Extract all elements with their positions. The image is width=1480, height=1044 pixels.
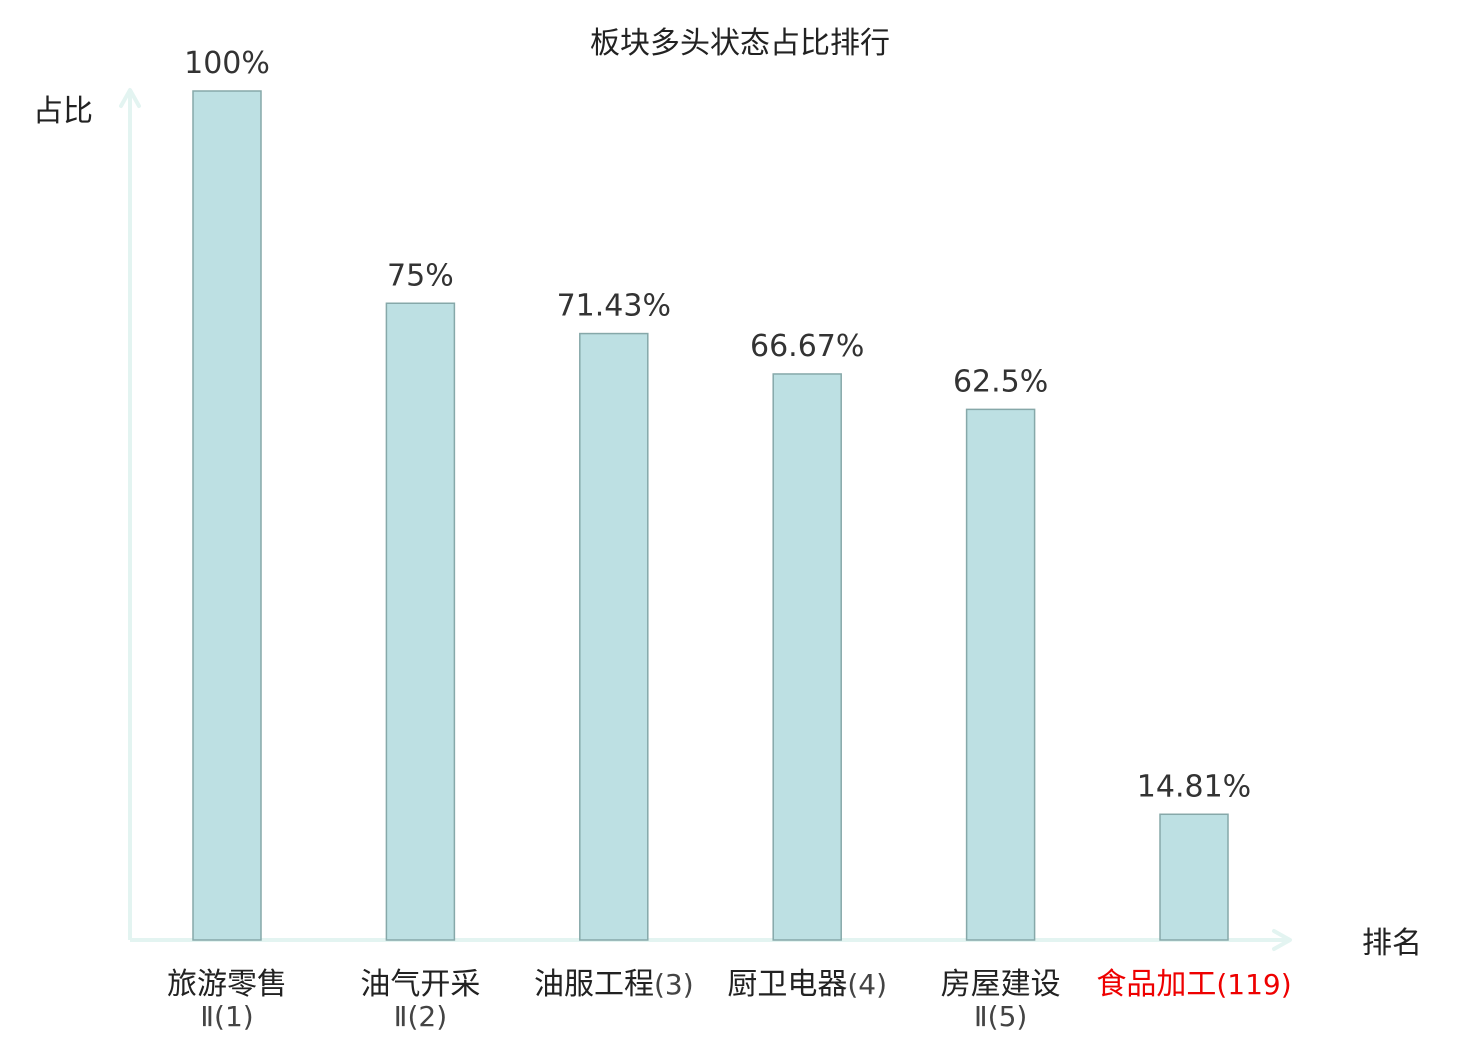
- category-rank: (3): [654, 968, 694, 1001]
- value-label-5: 62.5%: [953, 364, 1048, 399]
- value-label-1: 100%: [184, 46, 270, 81]
- bar-5: [965, 408, 1036, 941]
- x-axis-label: 排名: [1362, 926, 1422, 961]
- x-axis-arrow-icon: [1272, 929, 1292, 951]
- category-rank-2: Ⅱ(2): [394, 1000, 447, 1033]
- bars-group: [192, 90, 1229, 941]
- category-name: 油服工程: [534, 967, 654, 1002]
- category-name: 厨卫电器: [727, 967, 847, 1002]
- y-axis-arrow-icon: [119, 88, 141, 108]
- bar-6: [1159, 813, 1229, 941]
- category-label-3: 油服工程(3): [534, 967, 694, 1002]
- chart-title: 板块多头状态占比排行: [590, 26, 890, 61]
- category-rank-5: Ⅱ(5): [974, 1000, 1027, 1033]
- bar-3: [579, 332, 649, 941]
- bar-4: [772, 373, 842, 941]
- category-name: 房屋建设: [941, 967, 1061, 1002]
- category-name: 旅游零售: [167, 967, 287, 1002]
- value-labels-group: 100% 75% 71.43% 66.67% 62.5% 14.81%: [184, 46, 1251, 804]
- category-rank: (4): [847, 968, 887, 1001]
- category-label-6: 食品加工(119): [1096, 967, 1291, 1002]
- category-label-2: 油气开采: [360, 967, 480, 1002]
- category-label-5: 房屋建设: [941, 967, 1061, 1002]
- category-rank: (119): [1216, 968, 1291, 1001]
- category-label-1: 旅游零售: [167, 967, 287, 1002]
- value-label-2: 75%: [387, 258, 454, 293]
- bar-2: [385, 302, 456, 941]
- category-rank-1: Ⅱ(1): [200, 1000, 253, 1033]
- category-name: 食品加工: [1096, 967, 1216, 1002]
- value-label-3: 71.43%: [557, 289, 671, 324]
- value-label-4: 66.67%: [750, 329, 864, 364]
- bar-1: [192, 90, 262, 941]
- axes: [119, 88, 1292, 951]
- category-label-4: 厨卫电器(4): [727, 967, 887, 1002]
- category-name: 油气开采: [360, 967, 480, 1002]
- value-label-6: 14.81%: [1137, 769, 1251, 804]
- y-axis-label: 占比: [33, 94, 93, 129]
